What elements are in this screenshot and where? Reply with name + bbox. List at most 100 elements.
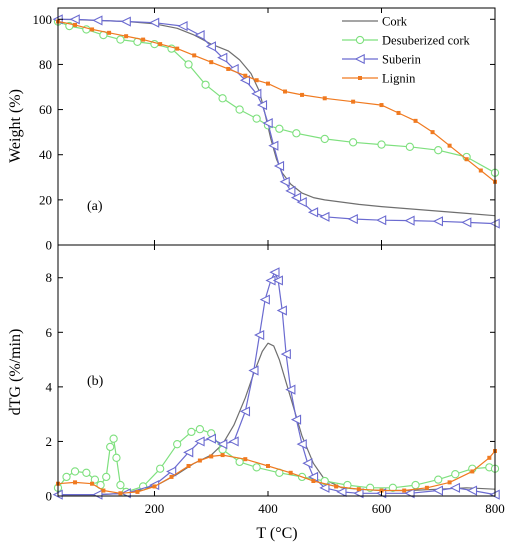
panel-a-tag: (a) <box>87 199 103 214</box>
legend-label: Suberin <box>382 53 422 67</box>
panel-a-series <box>52 14 500 229</box>
data-point-desuberized-cork <box>348 138 358 147</box>
data-point-lignin <box>430 130 435 135</box>
data-point-desuberized-cork <box>434 475 443 484</box>
data-point-lignin <box>243 73 248 78</box>
data-point-lignin <box>158 42 163 47</box>
panel-b-series-lignin <box>56 448 497 496</box>
data-point-suberin <box>432 216 443 227</box>
panel-a-y-tick-label: 0 <box>46 238 53 253</box>
legend: Cork Desuberized cork Suberin Lignin <box>342 15 471 86</box>
data-point-suberin <box>296 439 307 450</box>
data-point-lignin <box>73 480 78 485</box>
data-point-suberin <box>256 99 268 111</box>
data-point-desuberized-cork <box>218 94 227 103</box>
data-point-lignin <box>283 89 288 94</box>
data-point-suberin <box>280 349 291 360</box>
legend-item-lignin: Lignin <box>342 72 416 86</box>
data-point-lignin <box>107 30 112 35</box>
panel-a-y-tick-label: 40 <box>39 147 52 162</box>
legend-item-suberin: Suberin <box>342 53 422 67</box>
x-axis-label: T (°C) <box>256 525 297 542</box>
data-point-suberin <box>285 384 296 395</box>
data-point-lignin <box>379 488 384 493</box>
x-tick-label: 200 <box>145 501 165 516</box>
data-point-suberin <box>177 20 188 32</box>
data-point-suberin <box>290 192 302 203</box>
data-point-suberin <box>217 52 228 63</box>
data-point-suberin <box>272 275 283 286</box>
data-point-lignin <box>73 22 78 27</box>
data-point-suberin <box>268 140 279 151</box>
panel-a-series-cork <box>57 18 496 217</box>
data-point-suberin <box>194 29 205 41</box>
data-point-lignin <box>209 454 214 459</box>
data-point-suberin <box>461 217 472 228</box>
legend-swatch-marker <box>354 53 365 65</box>
data-point-suberin <box>217 439 228 450</box>
data-point-desuberized-cork <box>90 475 100 484</box>
data-point-lignin <box>300 92 305 97</box>
panel-a-y-tick-label: 80 <box>39 57 52 72</box>
series-line-lignin <box>57 20 496 183</box>
data-point-lignin <box>288 470 293 475</box>
data-point-suberin <box>166 466 177 477</box>
data-point-suberin <box>194 436 205 447</box>
panel-a-y-axis-label: Weight (%) <box>7 89 24 163</box>
panel-a-weight: 0 20 40 60 80 100 Weight (%) (a) Cork Desuberi… <box>7 7 500 253</box>
data-point-suberin <box>432 485 443 496</box>
data-point-lignin <box>356 487 361 492</box>
data-point-suberin <box>336 486 347 497</box>
data-point-suberin <box>319 211 330 222</box>
data-point-desuberized-cork <box>320 134 329 144</box>
data-point-desuberized-cork <box>116 480 125 490</box>
data-point-lignin <box>379 103 384 108</box>
data-point-lignin <box>351 99 356 104</box>
data-point-suberin <box>228 436 239 447</box>
data-point-lignin <box>141 37 146 42</box>
panel-b-series <box>52 267 500 500</box>
data-point-lignin <box>226 66 231 71</box>
data-point-desuberized-cork <box>252 463 261 472</box>
data-point-desuberized-cork <box>82 468 91 477</box>
data-point-desuberized-cork <box>156 464 165 473</box>
data-point-suberin <box>239 406 251 417</box>
data-point-desuberized-cork <box>62 472 71 482</box>
data-point-suberin <box>290 414 302 425</box>
data-point-suberin <box>149 17 160 28</box>
data-point-lignin <box>90 481 95 486</box>
panel-a-y-tick-label: 20 <box>39 192 52 207</box>
data-point-suberin <box>120 16 131 27</box>
data-point-lignin <box>464 157 469 162</box>
data-point-suberin <box>69 14 80 25</box>
data-point-suberin <box>183 447 194 458</box>
data-point-suberin <box>248 365 259 376</box>
panel-b-y-axis-label: dTG (%/min) <box>7 329 24 416</box>
data-point-suberin <box>404 215 415 226</box>
legend-swatch-marker <box>358 76 362 80</box>
data-point-suberin <box>262 118 273 129</box>
data-point-suberin <box>347 213 358 225</box>
data-point-suberin <box>307 207 319 218</box>
data-point-desuberized-cork <box>102 472 111 482</box>
data-point-lignin <box>265 81 270 86</box>
data-point-lignin <box>424 485 429 490</box>
panel-a-y-tick-label: 100 <box>33 12 53 27</box>
data-point-lignin <box>175 46 180 51</box>
data-point-suberin <box>449 482 461 493</box>
data-point-desuberized-cork <box>173 440 182 449</box>
panel-b-dtg: 0 2 4 6 8 200 400 600 800 dTG (%/min) T (°C) (b… <box>7 244 505 542</box>
data-point-suberin <box>259 294 270 305</box>
panel-b-y-axis: 0 2 4 6 8 <box>46 270 495 504</box>
data-point-lignin <box>186 463 191 468</box>
series-line-cork <box>57 18 496 217</box>
data-point-lignin <box>447 143 452 148</box>
data-point-lignin <box>402 488 407 493</box>
data-point-lignin <box>254 78 259 83</box>
data-point-lignin <box>243 457 248 462</box>
panel-b-y-tick-label: 2 <box>46 434 53 449</box>
data-point-suberin <box>466 485 478 496</box>
data-point-lignin <box>135 489 140 494</box>
data-point-desuberized-cork <box>109 434 118 443</box>
